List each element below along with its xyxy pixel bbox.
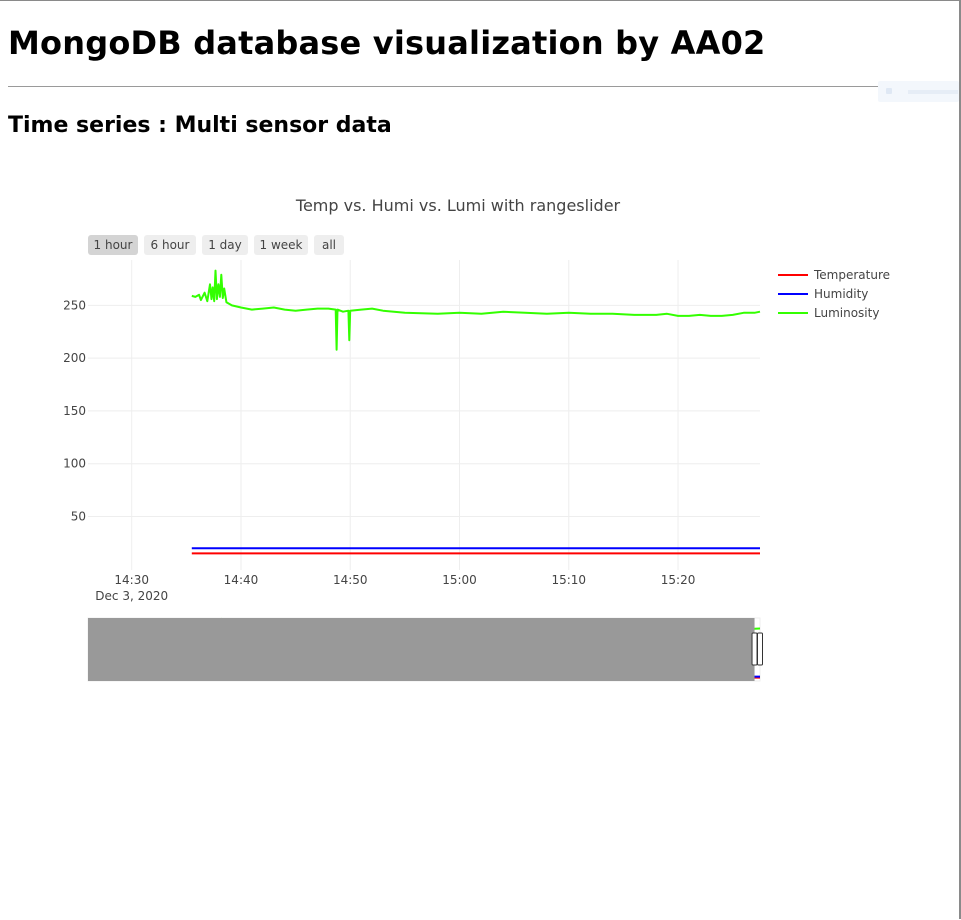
title-divider (8, 86, 959, 87)
range-button-bg[interactable] (202, 235, 248, 255)
legend-label: Temperature (813, 268, 890, 282)
range-button-label[interactable]: 1 week (260, 238, 303, 252)
legend-item-temperature[interactable]: Temperature (778, 268, 890, 282)
range-button-all[interactable]: all (314, 235, 344, 255)
plot-series (191, 269, 761, 555)
x-tick-label: 14:30 (114, 573, 149, 587)
rangeslider-handle-left[interactable] (751, 632, 758, 666)
rangeslider-handle-right[interactable] (757, 632, 763, 666)
x-tick-label: 15:00 (442, 573, 477, 587)
page-title: MongoDB database visualization by AA02 (8, 24, 766, 62)
y-tick-label: 100 (63, 457, 86, 471)
range-button-bg[interactable] (88, 235, 138, 255)
chart-title: Temp vs. Humi vs. Lumi with rangeslider (295, 196, 621, 215)
x-tick-label: 14:50 (333, 573, 368, 587)
translate-widget-text (908, 90, 958, 94)
range-button-label[interactable]: 1 hour (94, 238, 133, 252)
range-button-6-hour[interactable]: 6 hour (144, 235, 196, 255)
range-button-1-day[interactable]: 1 day (202, 235, 248, 255)
rangeslider[interactable] (87, 617, 763, 682)
range-button-label[interactable]: 1 day (208, 238, 242, 252)
range-button-1-week[interactable]: 1 week (254, 235, 308, 255)
legend: Temperature Humidity Luminosity (778, 268, 890, 320)
y-tick-label: 150 (63, 404, 86, 418)
x-axis-ticks: 14:30 Dec 3, 2020 14:40 14:50 15:00 15:10 15:2… (95, 573, 695, 603)
series-line-luminosity (191, 269, 761, 351)
grid-lines (88, 260, 760, 570)
x-tick-label: 14:40 (224, 573, 259, 587)
legend-label: Luminosity (814, 306, 879, 320)
legend-item-luminosity[interactable]: Luminosity (778, 306, 879, 320)
range-button-1-hour[interactable]: 1 hour (88, 235, 138, 255)
y-tick-label: 50 (71, 509, 86, 523)
range-button-label[interactable]: all (322, 238, 336, 252)
section-title: Time series : Multi sensor data (8, 113, 392, 138)
legend-label: Humidity (814, 287, 868, 301)
legend-item-humidity[interactable]: Humidity (778, 287, 868, 301)
x-tick-sublabel: Dec 3, 2020 (95, 589, 168, 603)
rangeslider-mask (88, 618, 755, 681)
y-tick-label: 250 (63, 298, 86, 312)
range-button-label[interactable]: 6 hour (151, 238, 190, 252)
x-tick-label: 15:10 (551, 573, 586, 587)
range-button-bg[interactable] (144, 235, 196, 255)
range-selector: 1 hour 6 hour 1 day 1 week all (88, 235, 344, 255)
y-tick-label: 200 (63, 351, 86, 365)
x-tick-label: 15:20 (661, 573, 696, 587)
translate-icon (886, 88, 892, 94)
translate-widget[interactable] (878, 81, 959, 102)
range-button-bg[interactable] (254, 235, 308, 255)
y-axis-ticks: 50 100 150 200 250 (63, 298, 86, 523)
range-button-bg[interactable] (314, 235, 344, 255)
